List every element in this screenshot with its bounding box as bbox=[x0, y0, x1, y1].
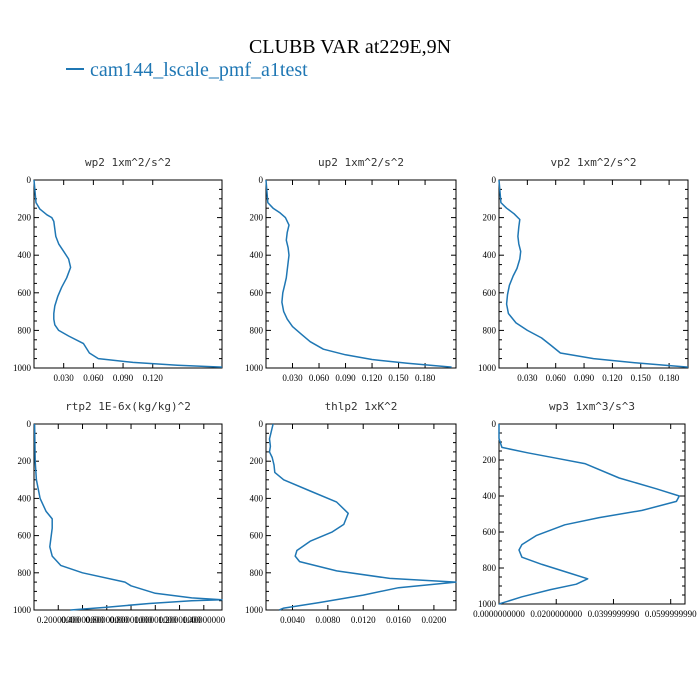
y-tick-label: 800 bbox=[250, 568, 264, 578]
x-tick-label: 0.0399999990 bbox=[588, 609, 640, 619]
y-tick-label: 600 bbox=[483, 288, 497, 298]
panel-frame bbox=[498, 423, 686, 605]
x-tick-label: 0.060 bbox=[546, 373, 567, 383]
chart-panel-6: wp3 1xm^3/s^3 0 200 400 600 800 10000.00000000… bbox=[473, 400, 697, 619]
y-tick-label: 0 bbox=[259, 175, 264, 185]
y-tick-label: 600 bbox=[18, 288, 32, 298]
y-tick-label: 400 bbox=[250, 493, 264, 503]
x-tick-label: 0.0200 bbox=[422, 615, 447, 625]
panel-title: vp2 1xm^2/s^2 bbox=[550, 156, 636, 169]
y-tick-label: 200 bbox=[250, 456, 264, 466]
x-tick-label: 0.060 bbox=[83, 373, 104, 383]
legend-label: cam144_lscale_pmf_a1test bbox=[90, 59, 308, 81]
series-line bbox=[33, 423, 223, 611]
y-tick-label: 1000 bbox=[478, 599, 497, 609]
chart-panel-3: vp2 1xm^2/s^2 0 200 400 600 800 1000 0.030 0.060… bbox=[478, 156, 689, 383]
y-tick-label: 0 bbox=[27, 175, 32, 185]
x-tick-label: 0.060 bbox=[309, 373, 330, 383]
y-tick-label: 800 bbox=[18, 325, 32, 335]
y-tick-label: 600 bbox=[250, 288, 264, 298]
y-tick-label: 200 bbox=[483, 213, 497, 223]
y-tick-label: 0 bbox=[27, 419, 32, 429]
chart-panel-2: up2 1xm^2/s^2 0 200 400 600 800 1000 0.030 0.060… bbox=[245, 156, 457, 383]
series-line bbox=[268, 423, 457, 611]
panel-frame bbox=[33, 179, 223, 369]
x-tick-label: 0.030 bbox=[282, 373, 303, 383]
y-tick-label: 0 bbox=[492, 419, 497, 429]
x-tick-label: 1.20000000 bbox=[158, 615, 201, 625]
chart-panel-5: thlp2 1xK^2 0 200 400 600 800 1000 0.0040 0.0080… bbox=[245, 400, 457, 625]
panel-frame bbox=[265, 423, 457, 611]
y-tick-label: 800 bbox=[483, 563, 497, 573]
x-tick-label: 0.120 bbox=[602, 373, 623, 383]
x-tick-label: 0.80000000 bbox=[110, 615, 153, 625]
y-tick-label: 1000 bbox=[13, 363, 32, 373]
y-tick-label: 200 bbox=[18, 213, 32, 223]
x-tick-label: 0.0040 bbox=[280, 615, 305, 625]
figure-title: CLUBB VAR at229E,9N bbox=[248, 36, 452, 58]
panel-title: wp2 1xm^2/s^2 bbox=[85, 156, 171, 169]
y-tick-label: 600 bbox=[250, 531, 264, 541]
x-tick-label: 0.030 bbox=[54, 373, 75, 383]
panel-frame bbox=[498, 179, 689, 369]
y-tick-label: 400 bbox=[483, 491, 497, 501]
panel-title: up2 1xm^2/s^2 bbox=[318, 156, 404, 169]
y-tick-label: 400 bbox=[250, 250, 264, 260]
y-tick-label: 800 bbox=[483, 325, 497, 335]
y-tick-label: 1000 bbox=[245, 605, 264, 615]
y-tick-label: 200 bbox=[250, 213, 264, 223]
y-tick-label: 800 bbox=[18, 568, 32, 578]
series-line bbox=[33, 179, 223, 368]
x-tick-label: 0.030 bbox=[517, 373, 538, 383]
legend-line-icon bbox=[66, 68, 84, 71]
y-tick-label: 200 bbox=[483, 455, 497, 465]
y-tick-label: 0 bbox=[259, 419, 264, 429]
legend: cam144_lscale_pmf_a1test bbox=[66, 59, 308, 82]
panel-title: rtp2 1E-6x(kg/kg)^2 bbox=[65, 400, 191, 413]
y-tick-label: 600 bbox=[483, 527, 497, 537]
x-tick-label: 0.60000000 bbox=[85, 615, 128, 625]
x-tick-label: 1.40000000 bbox=[182, 615, 225, 625]
y-tick-label: 600 bbox=[18, 531, 32, 541]
series-line bbox=[265, 179, 452, 368]
x-tick-label: 0.180 bbox=[659, 373, 680, 383]
x-tick-label: 0.090 bbox=[574, 373, 595, 383]
x-tick-label: 0.40000000 bbox=[61, 615, 104, 625]
y-tick-label: 1000 bbox=[245, 363, 264, 373]
x-tick-label: 0.090 bbox=[335, 373, 356, 383]
x-tick-label: 0.20000000 bbox=[37, 615, 80, 625]
panel-title: thlp2 1xK^2 bbox=[325, 400, 398, 413]
x-tick-label: 0.150 bbox=[631, 373, 652, 383]
x-tick-label: 0.0200000000 bbox=[530, 609, 582, 619]
series-line bbox=[498, 179, 689, 368]
x-tick-label: 0.0000000000 bbox=[473, 609, 525, 619]
x-tick-label: 1.00000000 bbox=[134, 615, 177, 625]
y-tick-label: 1000 bbox=[478, 363, 497, 373]
y-tick-label: 0 bbox=[492, 175, 497, 185]
x-tick-label: 0.120 bbox=[362, 373, 383, 383]
chart-panel-1: wp2 1xm^2/s^2 0 200 400 600 800 1000 0.030 0.060… bbox=[13, 156, 223, 383]
x-tick-label: 0.090 bbox=[113, 373, 134, 383]
y-tick-label: 1000 bbox=[13, 605, 32, 615]
y-tick-label: 400 bbox=[18, 493, 32, 503]
x-tick-label: 0.180 bbox=[415, 373, 436, 383]
x-tick-label: 0.120 bbox=[143, 373, 164, 383]
x-tick-label: 0.0160 bbox=[386, 615, 411, 625]
panel-frame bbox=[265, 179, 457, 369]
x-tick-label: 0.0599999990 bbox=[645, 609, 697, 619]
series-line bbox=[498, 424, 681, 605]
y-tick-label: 400 bbox=[483, 250, 497, 260]
x-tick-label: 0.0080 bbox=[315, 615, 340, 625]
chart-panel-4: rtp2 1E-6x(kg/kg)^2 0 200 400 600 800 1000 0.20… bbox=[13, 400, 226, 625]
panel-title: wp3 1xm^3/s^3 bbox=[549, 400, 635, 413]
panel-frame bbox=[33, 423, 223, 611]
x-tick-label: 0.0120 bbox=[351, 615, 376, 625]
y-tick-label: 800 bbox=[250, 325, 264, 335]
y-tick-label: 400 bbox=[18, 250, 32, 260]
x-tick-label: 0.150 bbox=[388, 373, 409, 383]
y-tick-label: 200 bbox=[18, 456, 32, 466]
